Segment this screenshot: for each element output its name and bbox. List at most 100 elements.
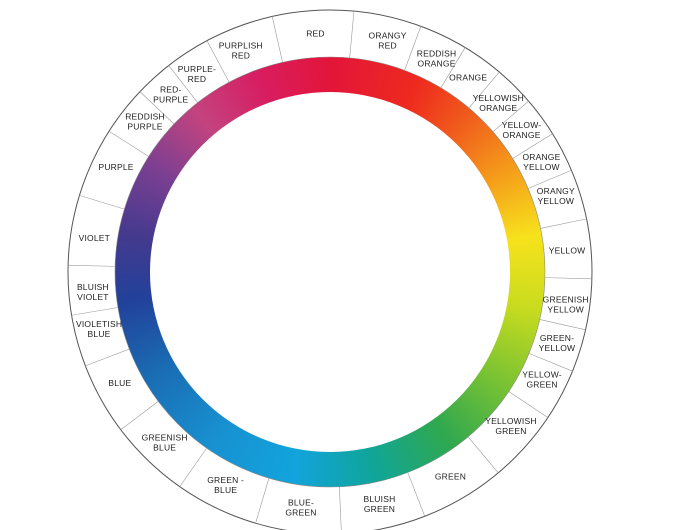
label-line: ORANGE xyxy=(522,152,560,162)
label-line: YELLOWISH xyxy=(473,93,524,103)
label-line: YELLOW- xyxy=(522,369,562,379)
outer-circle xyxy=(67,9,593,530)
color-label: PURPLE xyxy=(98,162,133,172)
color-label: RED-PURPLE xyxy=(153,84,188,104)
label-line: GREENISH xyxy=(142,432,188,442)
divider xyxy=(468,71,500,109)
color-label: GREEN xyxy=(435,472,466,482)
label-line: RED xyxy=(232,51,251,61)
label-line: VIOLET xyxy=(77,292,108,302)
label-line: GREEN- xyxy=(540,333,574,343)
ring-center xyxy=(150,92,510,452)
label-line: BLUISH xyxy=(77,282,109,292)
label-line: VIOLET xyxy=(79,233,110,243)
divider xyxy=(492,100,529,133)
color-label: YELLOW-GREEN xyxy=(522,369,562,389)
label-line: PURPLISH xyxy=(219,41,263,51)
label-line: PURPLE xyxy=(98,162,133,172)
label-line: YELLOW xyxy=(539,343,576,353)
label-line: BLUISH xyxy=(364,494,396,504)
divider xyxy=(79,195,125,210)
divider xyxy=(168,65,198,103)
label-line: PURPLE xyxy=(127,121,162,131)
color-label: BLUE-GREEN xyxy=(285,497,316,517)
label-line: GREENISH xyxy=(543,294,589,304)
divider xyxy=(407,472,426,517)
label-line: PURPLE- xyxy=(178,64,216,74)
label-line: YELLOW- xyxy=(502,120,542,130)
color-label: YELLOW-ORANGE xyxy=(502,120,542,140)
divider xyxy=(540,218,587,229)
label-line: REDDISH xyxy=(417,48,457,58)
color-label: GREEN -BLUE xyxy=(207,475,244,495)
divider xyxy=(404,26,422,71)
divider xyxy=(440,47,466,88)
divider xyxy=(508,391,549,418)
label-line: GREEN xyxy=(364,504,395,514)
label-line: RED xyxy=(306,29,325,39)
label-line: BLUE xyxy=(108,378,131,388)
divider xyxy=(206,40,230,83)
label-line: YELLOW xyxy=(538,196,575,206)
label-line: RED xyxy=(188,74,207,84)
color-label: GREEN-YELLOW xyxy=(539,333,576,353)
label-line: VIOLETISH xyxy=(76,319,122,329)
divider xyxy=(528,353,573,372)
label-line: BLUE xyxy=(214,485,237,495)
label-line: BLUE xyxy=(153,442,176,452)
color-label: VIOLET xyxy=(79,233,110,243)
label-line: ORANGY xyxy=(369,30,407,40)
label-line: ORANGE xyxy=(479,103,517,113)
label-line: ORANGE xyxy=(418,58,456,68)
divider xyxy=(139,91,175,125)
label-line: BLUE xyxy=(88,329,111,339)
label-line: PURPLE xyxy=(153,94,188,104)
label-line: ORANGE xyxy=(503,130,541,140)
divider xyxy=(179,447,207,487)
divider xyxy=(339,486,342,530)
divider xyxy=(71,307,118,316)
label-line: ORANGE xyxy=(449,72,487,82)
divider xyxy=(85,348,130,367)
color-label: BLUE xyxy=(108,378,131,388)
divider xyxy=(108,130,149,157)
label-line: GREEN xyxy=(285,507,316,517)
label-line: YELLOWISH xyxy=(485,416,536,426)
divider xyxy=(528,169,572,189)
label-line: BLUE- xyxy=(288,497,314,507)
divider xyxy=(467,436,499,474)
label-line: RED xyxy=(378,40,397,50)
label-line: GREEN xyxy=(435,472,466,482)
ring-outline xyxy=(114,56,546,488)
label-line: GREEN xyxy=(526,379,557,389)
label-line: YELLOW xyxy=(523,162,560,172)
divider xyxy=(539,319,586,331)
label-line: GREEN xyxy=(495,426,526,436)
label-line: REDDISH xyxy=(125,111,165,121)
color-label: RED xyxy=(306,29,325,39)
divider xyxy=(68,264,116,267)
label-line: YELLOW xyxy=(549,246,586,256)
color-label: PURPLE-RED xyxy=(178,64,216,84)
label-line: YELLOW xyxy=(547,304,584,314)
divider xyxy=(512,133,553,159)
label-line: GREEN - xyxy=(207,475,244,485)
label-line: ORANGY xyxy=(537,186,575,196)
divider xyxy=(271,16,283,63)
color-label: YELLOW xyxy=(549,246,586,256)
